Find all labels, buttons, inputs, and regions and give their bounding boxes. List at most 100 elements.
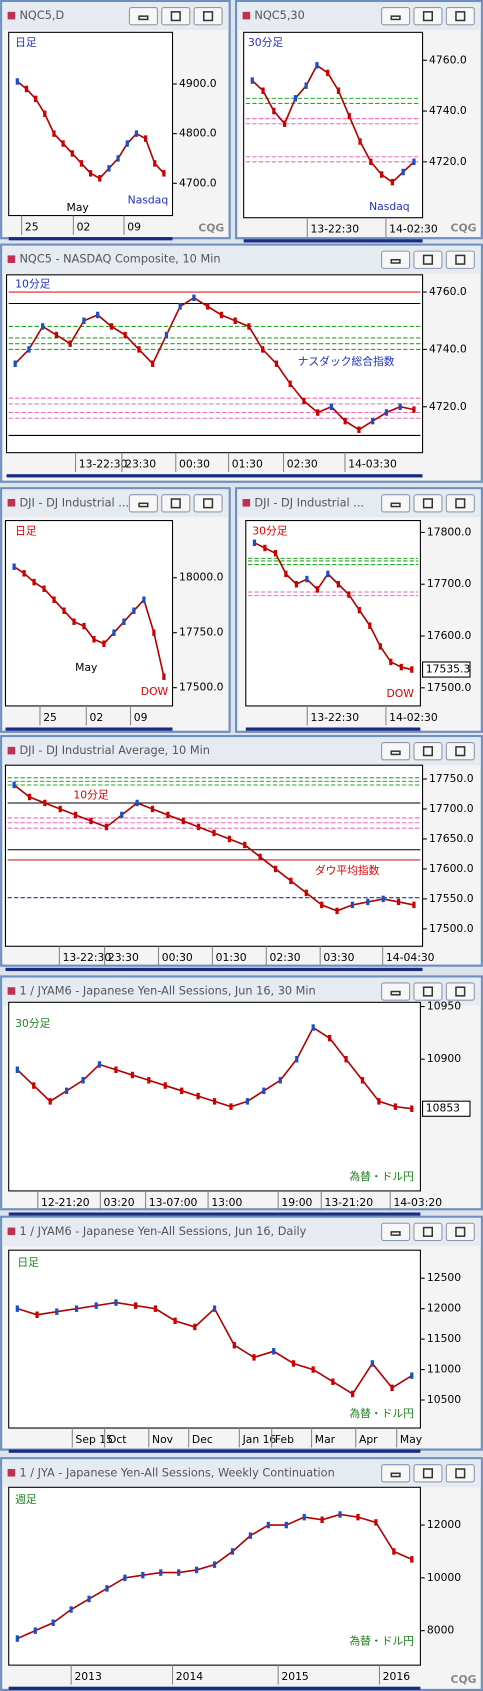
price-bar [65,1087,69,1095]
price-bar [62,607,66,614]
price-bar [305,575,309,583]
y-tick-label: 4900.0 [179,77,217,90]
price-bar [272,1348,276,1355]
x-tick-label: 2013 [74,1670,101,1683]
button-glyph [422,746,434,757]
close-button[interactable] [445,250,475,269]
maximize-button[interactable] [413,742,443,761]
price-bar [412,901,416,909]
x-tick-label: 14-04:30 [386,951,435,964]
price-bar [250,77,254,84]
maximize-button[interactable] [161,494,191,513]
price-bar [153,160,157,167]
x-tick-label: 13:00 [211,1196,242,1209]
price-bar [243,841,247,849]
annotation: 日足 [17,1256,39,1269]
y-tick-label: 17700.0 [427,577,472,590]
price-bar [173,1317,177,1325]
close-button[interactable] [445,1222,475,1242]
y-tick-label: 17600.0 [427,629,472,642]
price-bar [143,135,148,142]
x-tick-label: 01:30 [216,951,247,964]
price-bar [302,397,306,405]
window-icon [242,499,251,507]
time-axis-bar [245,727,421,731]
y-tick-label: 8000 [427,1624,455,1637]
close-button[interactable] [445,494,475,513]
price-bar [52,130,56,137]
x-tick-label: 14-03:30 [348,458,397,471]
maximize-button[interactable] [161,7,191,26]
price-bar [141,1571,145,1579]
price-bar [134,1302,138,1309]
close-button[interactable] [445,742,475,761]
maximize-button[interactable] [413,250,443,269]
annotation: 為替・ドル円 [349,1634,414,1647]
price-bar [304,889,308,897]
price-bar [27,793,32,801]
price-bar [335,907,339,915]
button-glyph [455,1468,466,1479]
price-bar [178,303,182,310]
close-button[interactable] [445,982,475,1001]
y-tick-label: 4760.0 [429,53,467,66]
close-button[interactable] [445,1464,475,1483]
y-tick-label: 4720.0 [429,400,467,413]
close-button[interactable] [193,7,223,26]
y-tick-label: 17700.0 [429,802,474,815]
price-bar [147,1077,151,1084]
close-button[interactable] [445,7,475,26]
logo: CQG [451,1673,477,1686]
maximize-button[interactable] [413,982,443,1001]
price-bar [392,1548,396,1555]
y-tick-label: 17550.0 [429,892,474,905]
button-glyph [455,254,466,265]
price-bar [282,120,287,127]
button-glyph [390,1231,401,1236]
y-tick-label: 10900 [427,1052,461,1065]
x-tick-label: 09 [127,220,141,233]
plot-area [8,1249,421,1429]
annotation: Nasdaq [128,193,169,206]
price-bar [32,578,36,586]
price-bar [379,171,384,178]
price-bar [164,331,169,339]
price-bar [163,1082,167,1089]
annotation: 10分足 [15,278,50,291]
price-bar [43,799,47,807]
window-title: NQC5 - NASDAQ Composite, 10 Min [19,253,220,266]
price-bar [219,311,224,319]
y-tick-label: 4800.0 [179,127,217,140]
button-glyph [422,1226,434,1237]
button-glyph [203,11,214,22]
y-tick-label: 17650.0 [429,832,474,845]
price-bar [96,311,100,319]
x-tick-label: 13-07:00 [149,1196,198,1209]
maximize-button[interactable] [413,1464,443,1483]
x-tick-label: 12-21:20 [41,1196,90,1209]
annotation: May [75,661,98,674]
maximize-button[interactable] [413,7,443,26]
price-bar [114,1066,118,1073]
price-bar [97,1061,102,1068]
price-bar [92,636,96,643]
x-tick-label: 09 [134,711,148,724]
close-button[interactable] [193,494,223,513]
price-bar [13,360,17,367]
time-axis-bar [5,727,173,731]
maximize-button[interactable] [413,494,443,513]
price-bar [35,1311,39,1318]
price-bar [152,629,156,636]
time-axis-bar [6,474,423,478]
price-bar [262,1087,266,1095]
window-title: NQC5,D [19,9,64,22]
price-bar [98,175,102,182]
plot-area [8,31,174,217]
button-glyph [170,11,181,22]
x-tick-label: 14-03:20 [393,1196,442,1209]
maximize-button[interactable] [413,1222,443,1242]
annotation: 為替・ドル円 [349,1407,414,1420]
x-tick-label: Jan 16 [242,1433,277,1446]
price-bar [142,596,146,603]
